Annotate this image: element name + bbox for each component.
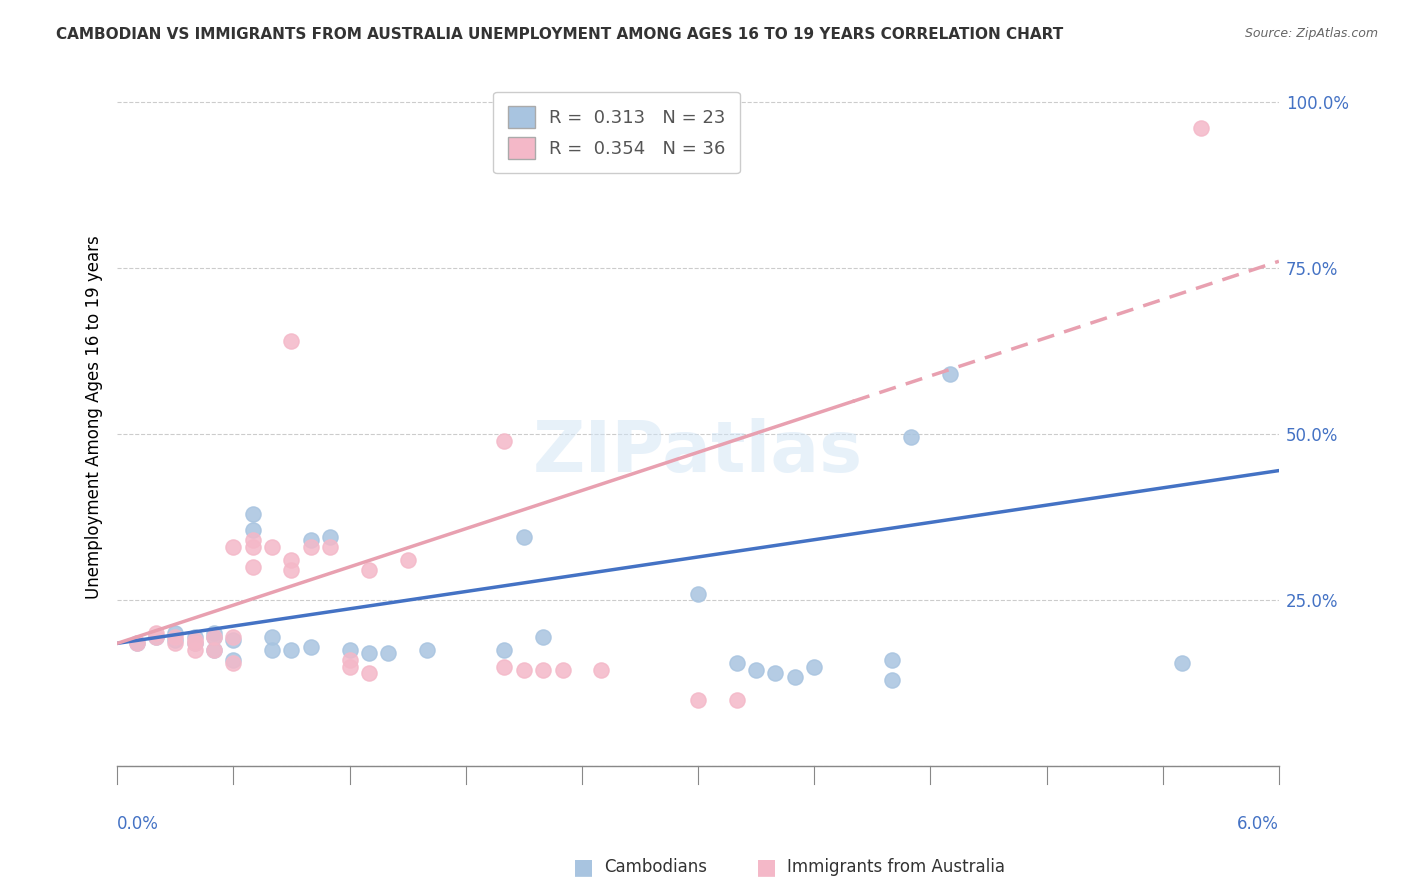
Legend: R =  0.313   N = 23, R =  0.354   N = 36: R = 0.313 N = 23, R = 0.354 N = 36 <box>494 92 740 173</box>
Text: ■: ■ <box>574 857 593 877</box>
Point <box>125 636 148 650</box>
Point <box>494 434 516 448</box>
Point <box>222 633 245 648</box>
Point <box>183 636 205 650</box>
Point <box>339 653 361 667</box>
Point <box>299 640 322 654</box>
Point <box>339 659 361 673</box>
Point <box>299 533 322 548</box>
Point <box>280 553 302 567</box>
Point <box>783 670 806 684</box>
Point <box>280 563 302 577</box>
Point <box>242 540 264 554</box>
Point <box>591 663 613 677</box>
Point <box>377 646 399 660</box>
Point <box>686 586 709 600</box>
Point <box>262 540 284 554</box>
Text: ■: ■ <box>756 857 776 877</box>
Point <box>202 630 225 644</box>
Point <box>262 630 284 644</box>
Point <box>280 334 302 348</box>
Point <box>745 663 768 677</box>
Point <box>551 663 574 677</box>
Point <box>357 646 380 660</box>
Point <box>686 693 709 707</box>
Point <box>165 636 187 650</box>
Point <box>319 540 342 554</box>
Point <box>531 663 554 677</box>
Point <box>765 666 787 681</box>
Point <box>339 643 361 657</box>
Point <box>513 530 536 544</box>
Text: Cambodians: Cambodians <box>605 858 707 876</box>
Y-axis label: Unemployment Among Ages 16 to 19 years: Unemployment Among Ages 16 to 19 years <box>86 235 103 599</box>
Point <box>183 630 205 644</box>
Point <box>183 636 205 650</box>
Point <box>202 643 225 657</box>
Point <box>145 630 167 644</box>
Point <box>222 630 245 644</box>
Point <box>165 633 187 648</box>
Point <box>494 643 516 657</box>
Point <box>880 673 903 687</box>
Point <box>183 643 205 657</box>
Text: 6.0%: 6.0% <box>1237 815 1279 833</box>
Text: CAMBODIAN VS IMMIGRANTS FROM AUSTRALIA UNEMPLOYMENT AMONG AGES 16 TO 19 YEARS CO: CAMBODIAN VS IMMIGRANTS FROM AUSTRALIA U… <box>56 27 1063 42</box>
Point <box>494 659 516 673</box>
Point <box>900 430 922 444</box>
Point <box>222 540 245 554</box>
Point <box>242 533 264 548</box>
Point <box>183 633 205 648</box>
Point <box>416 643 439 657</box>
Point <box>222 657 245 671</box>
Point <box>125 636 148 650</box>
Point <box>513 663 536 677</box>
Point <box>880 653 903 667</box>
Point <box>725 693 748 707</box>
Text: ZIPatlas: ZIPatlas <box>533 417 863 487</box>
Point <box>222 653 245 667</box>
Point <box>242 560 264 574</box>
Point <box>202 626 225 640</box>
Point <box>319 530 342 544</box>
Point <box>357 563 380 577</box>
Point <box>145 626 167 640</box>
Point <box>1191 121 1213 136</box>
Point <box>1171 657 1194 671</box>
Point <box>803 659 825 673</box>
Point <box>242 524 264 538</box>
Point <box>938 368 960 382</box>
Point <box>165 630 187 644</box>
Point <box>145 630 167 644</box>
Point <box>242 507 264 521</box>
Point <box>725 657 748 671</box>
Text: Source: ZipAtlas.com: Source: ZipAtlas.com <box>1244 27 1378 40</box>
Point <box>202 630 225 644</box>
Point <box>280 643 302 657</box>
Point <box>357 666 380 681</box>
Text: 0.0%: 0.0% <box>117 815 159 833</box>
Text: Immigrants from Australia: Immigrants from Australia <box>787 858 1005 876</box>
Point <box>396 553 419 567</box>
Point <box>531 630 554 644</box>
Point <box>262 643 284 657</box>
Point <box>299 540 322 554</box>
Point <box>202 643 225 657</box>
Point <box>165 626 187 640</box>
